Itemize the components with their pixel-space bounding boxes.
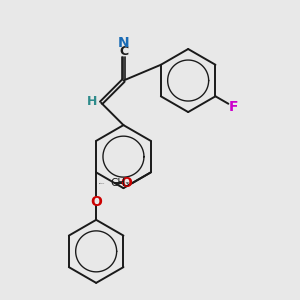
Text: C: C [119, 45, 128, 58]
Text: CH₃: CH₃ [111, 178, 130, 188]
Text: O: O [90, 195, 102, 208]
Text: O: O [120, 176, 132, 190]
Text: methoxy: methoxy [99, 183, 105, 184]
Text: N: N [118, 36, 129, 50]
Text: F: F [229, 100, 238, 114]
Text: H: H [87, 95, 97, 108]
